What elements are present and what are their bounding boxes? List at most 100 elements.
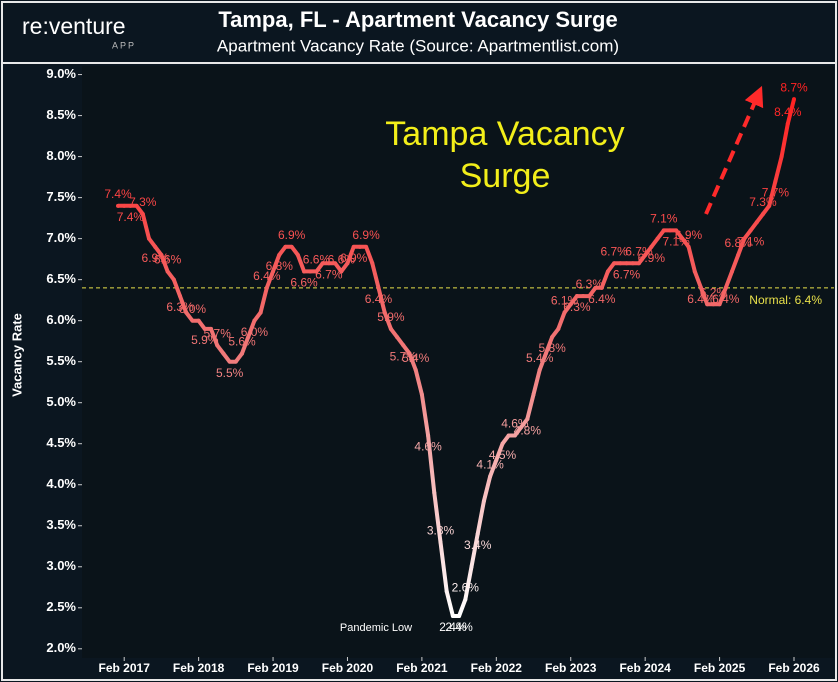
data-label: 6.9%: [675, 228, 703, 242]
x-tick-label: Feb 2024: [619, 661, 671, 675]
data-point: [773, 179, 778, 184]
y-tick-label: 9.0%: [46, 66, 76, 81]
data-point: [395, 335, 400, 340]
data-label: 4.8%: [514, 423, 542, 437]
data-label: 6.3%: [563, 300, 591, 314]
data-label: 6.9%: [340, 251, 368, 265]
data-point: [574, 294, 579, 299]
data-point: [153, 244, 158, 249]
data-label: 8.4%: [774, 105, 802, 119]
x-tick-label: Feb 2025: [694, 661, 746, 675]
data-label: 5.5%: [216, 366, 244, 380]
data-point: [401, 343, 406, 348]
y-tick-label: 7.5%: [46, 189, 76, 204]
data-label: 6.7%: [600, 244, 628, 258]
data-point: [122, 203, 127, 208]
y-tick-label: 4.5%: [46, 435, 76, 450]
data-label: 5.8%: [538, 341, 566, 355]
data-point: [351, 244, 356, 249]
data-point: [295, 253, 300, 258]
data-point: [370, 261, 375, 266]
data-point: [500, 441, 505, 446]
data-point: [581, 294, 586, 299]
y-tick-label: 2.0%: [46, 640, 76, 655]
data-point: [661, 228, 666, 233]
data-point: [128, 203, 133, 208]
data-point: [320, 261, 325, 266]
data-point: [426, 433, 431, 438]
data-label: 6.3%: [576, 277, 604, 291]
data-point: [624, 261, 629, 266]
data-point: [326, 261, 331, 266]
data-label: 3.3%: [427, 523, 455, 537]
data-point: [562, 310, 567, 315]
data-point: [215, 343, 220, 348]
data-point: [277, 253, 282, 258]
data-point: [190, 318, 195, 323]
data-point: [729, 269, 734, 274]
data-point: [692, 269, 697, 274]
x-tick-label: Feb 2017: [99, 661, 151, 675]
data-label: 6.7%: [315, 267, 343, 281]
y-tick-label: 6.0%: [46, 312, 76, 327]
x-tick-label: Feb 2020: [322, 661, 374, 675]
data-label: 7.3%: [129, 195, 157, 209]
data-label: 6.6%: [154, 253, 182, 267]
y-axis-label: Vacancy Rate: [9, 313, 24, 397]
data-point: [742, 236, 747, 241]
data-point: [264, 285, 269, 290]
data-point: [519, 425, 524, 430]
data-label: 3.4%: [464, 538, 492, 552]
data-point: [308, 269, 313, 274]
data-point: [779, 154, 784, 159]
logo-sub: APP: [112, 40, 136, 50]
data-point: [717, 302, 722, 307]
data-label: 4.5%: [489, 448, 517, 462]
data-label: 7.1%: [737, 235, 765, 249]
data-label: 7.7%: [762, 185, 790, 199]
data-point: [419, 392, 424, 397]
data-point: [537, 367, 542, 372]
data-point: [184, 310, 189, 315]
data-label: 5.4%: [402, 351, 430, 365]
data-point: [475, 531, 480, 536]
y-tick-label: 8.0%: [46, 148, 76, 163]
data-point: [736, 253, 741, 258]
x-tick-label: Feb 2026: [768, 661, 820, 675]
data-point: [364, 244, 369, 249]
data-point: [116, 203, 120, 208]
y-tick-label: 5.0%: [46, 394, 76, 409]
data-point: [221, 351, 226, 356]
data-point: [283, 244, 288, 249]
data-label: 6.8%: [266, 259, 294, 273]
data-point: [227, 359, 232, 364]
data-point: [587, 294, 592, 299]
data-point: [147, 236, 152, 241]
data-label: 6.2%: [700, 285, 728, 299]
data-label: 6.9%: [638, 251, 666, 265]
data-point: [444, 589, 449, 594]
data-point: [705, 302, 710, 307]
x-tick-label: Feb 2022: [471, 661, 523, 675]
x-tick-label: Feb 2018: [173, 661, 225, 675]
chart-subtitle: Apartment Vacancy Rate (Source: Apartmen…: [217, 36, 619, 55]
data-point: [568, 302, 573, 307]
data-label: 4.6%: [414, 440, 442, 454]
data-point: [667, 228, 672, 233]
data-point: [382, 310, 387, 315]
data-point: [463, 597, 468, 602]
data-point: [630, 261, 635, 266]
data-point: [748, 228, 753, 233]
data-point: [723, 285, 728, 290]
data-point: [556, 326, 561, 331]
data-label: 2.4%: [445, 620, 473, 634]
data-point: [258, 310, 263, 315]
y-tick-label: 2.5%: [46, 599, 76, 614]
data-point: [357, 244, 362, 249]
data-point: [165, 269, 170, 274]
data-label: 6.4%: [588, 292, 616, 306]
data-point: [178, 294, 183, 299]
x-tick-label: Feb 2019: [247, 661, 299, 675]
data-point: [469, 564, 474, 569]
